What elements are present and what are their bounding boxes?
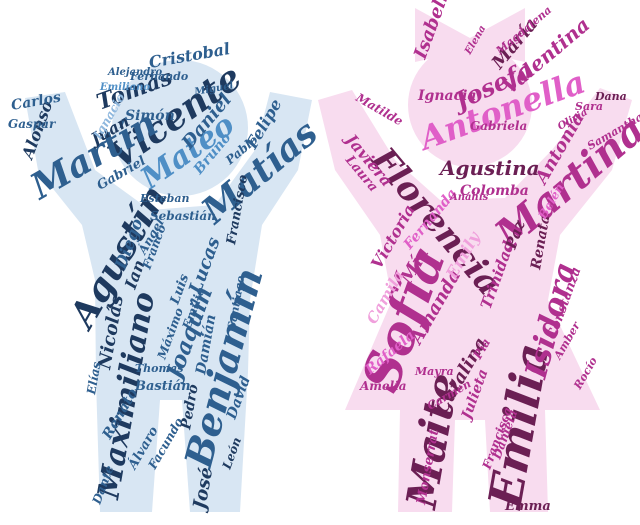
girl-figure <box>318 8 632 512</box>
boy-word: Fernando <box>129 70 188 83</box>
boy-word: Esteban <box>139 192 189 205</box>
boy-word: Emiliano <box>99 82 150 93</box>
boy-figure <box>25 60 312 512</box>
boy-word: Bastián <box>134 379 191 394</box>
boy-word: Alejandro <box>107 67 163 78</box>
boy-word: Thomas <box>135 362 183 375</box>
girl-head <box>408 43 532 167</box>
boy-body <box>25 92 312 512</box>
boy-word: Elías <box>84 361 104 397</box>
girl-word: Amelia <box>359 379 407 393</box>
word-layer: VicenteMateoTomásCristobalMatíasMartínAg… <box>8 0 640 514</box>
boy-word: Gaspar <box>8 117 57 131</box>
boy-word: Pedro <box>178 383 202 432</box>
girl-word: Gabriela <box>470 119 527 133</box>
girl-word: Emma <box>504 499 551 514</box>
girl-word: Sara <box>575 100 603 113</box>
girl-bow <box>415 8 525 62</box>
boy-head <box>112 60 248 196</box>
girl-word: Ignacia <box>417 88 477 104</box>
boy-word: Simón <box>125 108 175 124</box>
girl-word: Anahís <box>449 192 489 203</box>
girl-word: Colomba <box>460 183 529 199</box>
girl-word: Agustina <box>438 156 540 180</box>
boy-word: Sebastián <box>150 209 216 223</box>
girl-word: Dana <box>594 90 627 103</box>
girl-word: Mayra <box>414 365 454 378</box>
girl-body <box>318 88 632 512</box>
